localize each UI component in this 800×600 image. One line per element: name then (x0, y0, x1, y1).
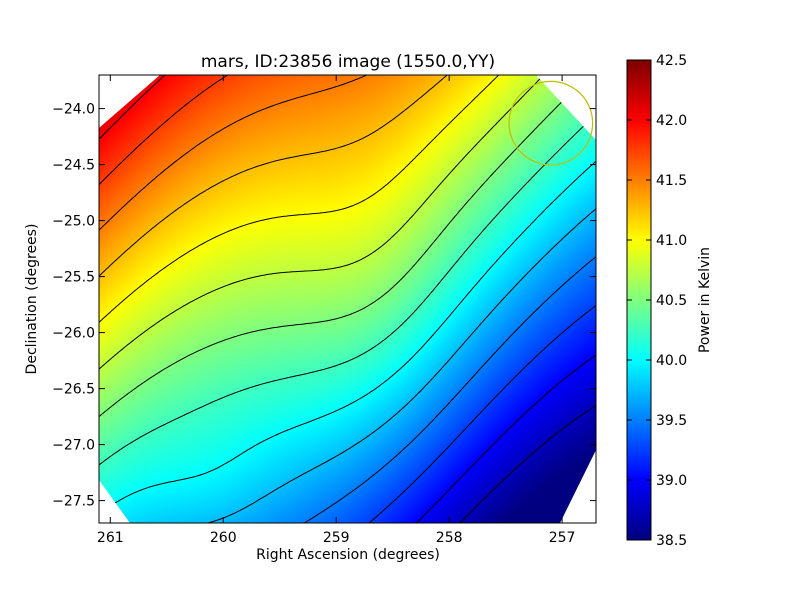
y-axis-label: Declination (degrees) (24, 224, 40, 375)
x-tick-label: 260 (210, 530, 237, 546)
contour-line (99, 75, 500, 323)
colorbar-tick-label: 41.0 (656, 233, 687, 249)
contour-line (99, 75, 448, 277)
contour-line (304, 256, 596, 523)
contour-lines (99, 75, 596, 523)
y-axis: −24.0 −24.5 −25.0 −25.5 −26.0 −26.5 −27.0 −27.5 (52, 102, 596, 510)
contour-line (99, 75, 367, 231)
colorbar: 38.5 39.0 39.5 40.0 40.5 41.0 41.5 42.0 42.5 Pow… (626, 53, 713, 549)
y-tick-label: −25.5 (52, 270, 95, 286)
plot-frame (98, 74, 597, 524)
x-tick-label: 258 (436, 530, 463, 546)
heatmap-image (99, 75, 596, 523)
x-tick-label: 261 (97, 530, 124, 546)
y-tick-label: −24.0 (52, 102, 95, 118)
colorbar-tick-label: 40.0 (656, 353, 687, 369)
y-tick-label: −27.5 (52, 494, 95, 510)
beam-circle (508, 80, 594, 166)
y-tick-label: −24.5 (52, 158, 95, 174)
colorbar-label: Power in Kelvin (697, 247, 713, 353)
colorbar-ticks: 38.5 39.0 39.5 40.0 40.5 41.0 41.5 42.0 42.5 (627, 53, 687, 549)
y-tick-label: −27.0 (52, 438, 95, 454)
x-axis-label: Right Ascension (degrees) (256, 547, 440, 563)
contour-line (416, 354, 596, 523)
x-axis: 261 260 259 258 257 (97, 75, 576, 546)
colorbar-tick-label: 42.0 (656, 113, 687, 129)
contour-line (99, 75, 166, 140)
colorbar-tick-label: 38.5 (656, 533, 687, 549)
contour-line (207, 208, 596, 523)
contour-line (99, 160, 596, 515)
y-tick-label: −26.0 (52, 326, 95, 342)
y-tick-label: −26.5 (52, 382, 95, 398)
colorbar-tick-label: 39.5 (656, 413, 687, 429)
y-tick-label: −25.0 (52, 214, 95, 230)
chart-title: mars, ID:23856 image (1550.0,YY) (201, 52, 495, 72)
colorbar-tick-label: 39.0 (656, 473, 687, 489)
plot-area (98, 74, 597, 524)
colorbar-tick-label: 41.5 (656, 173, 687, 189)
colorbar-tick-label: 40.5 (656, 293, 687, 309)
x-tick-label: 259 (323, 530, 350, 546)
contour-line (459, 405, 596, 523)
x-tick-label: 257 (549, 530, 576, 546)
colorbar-tick-label: 42.5 (656, 53, 687, 69)
